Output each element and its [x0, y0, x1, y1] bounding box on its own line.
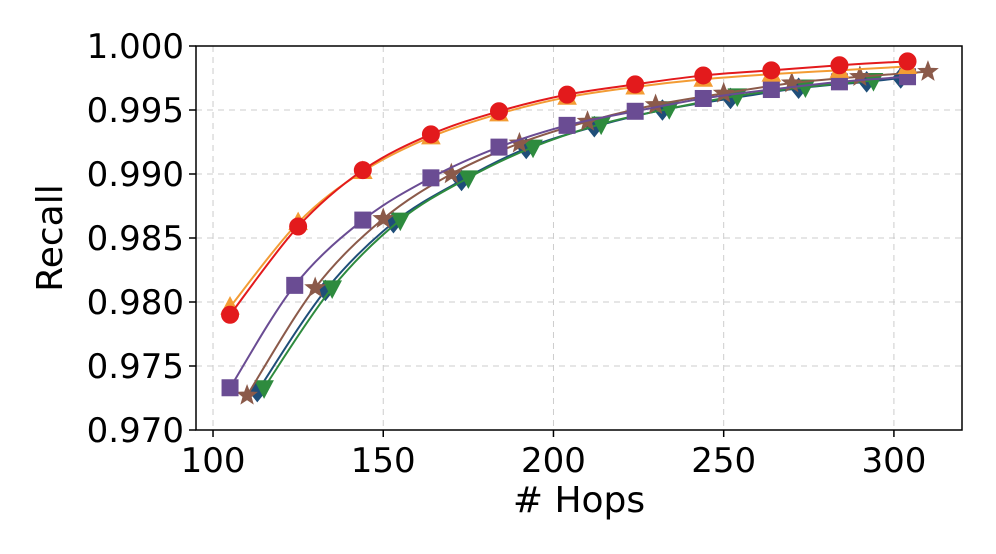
- series-5: [221, 52, 917, 324]
- star-marker: [712, 81, 735, 103]
- y-tick-label: 0.980: [87, 283, 184, 323]
- circle-marker: [558, 85, 577, 104]
- square-marker: [490, 138, 508, 156]
- star-marker: [236, 384, 258, 405]
- star-marker: [508, 131, 531, 153]
- series-3: [221, 68, 917, 397]
- square-marker: [286, 276, 304, 294]
- triangle-down-marker: [458, 170, 479, 189]
- y-tick-label: 0.970: [87, 411, 184, 451]
- square-marker: [558, 116, 576, 134]
- star-marker: [304, 276, 327, 298]
- square-marker: [762, 81, 780, 99]
- x-tick-label: 300: [861, 441, 926, 481]
- triangle-down-marker: [523, 139, 543, 159]
- x-tick-label: 250: [691, 441, 756, 481]
- square-marker: [694, 89, 712, 107]
- circle-marker: [626, 75, 645, 94]
- square-marker: [422, 169, 440, 187]
- axis-ticks: 100 150 200 250 300 0.970 0.975 0.980 0.985 0.990…: [87, 27, 927, 481]
- x-tick-label: 100: [181, 441, 246, 481]
- circle-marker: [421, 125, 440, 144]
- circle-marker: [221, 305, 240, 324]
- circle-marker: [830, 56, 849, 75]
- circle-marker: [353, 161, 372, 180]
- square-marker: [626, 102, 644, 120]
- star-marker: [644, 93, 667, 115]
- triangle-down-marker: [390, 212, 411, 232]
- y-tick-label: 0.990: [87, 155, 184, 195]
- x-tick-label: 200: [521, 441, 586, 481]
- x-axis-title: # Hops: [513, 480, 645, 521]
- triangle-down-marker: [254, 380, 274, 399]
- circle-marker: [762, 61, 781, 80]
- star-marker: [372, 207, 395, 229]
- star-marker: [917, 60, 939, 81]
- y-tick-label: 0.995: [87, 91, 184, 131]
- circle-marker: [289, 217, 308, 236]
- series-line: [256, 77, 901, 393]
- y-tick-label: 1.000: [87, 27, 184, 67]
- circle-marker: [489, 102, 508, 121]
- series-layer: [220, 52, 939, 405]
- y-tick-label: 0.985: [87, 219, 184, 259]
- triangle-down-marker: [322, 280, 343, 299]
- series-2: [236, 60, 939, 405]
- y-tick-label: 0.975: [87, 347, 184, 387]
- circle-marker: [898, 52, 917, 71]
- series-line: [246, 70, 929, 396]
- grid: [196, 45, 962, 431]
- square-marker: [221, 379, 239, 397]
- y-axis-title: Recall: [30, 184, 71, 291]
- square-marker: [354, 211, 372, 229]
- x-tick-label: 150: [351, 441, 416, 481]
- circle-marker: [694, 66, 713, 85]
